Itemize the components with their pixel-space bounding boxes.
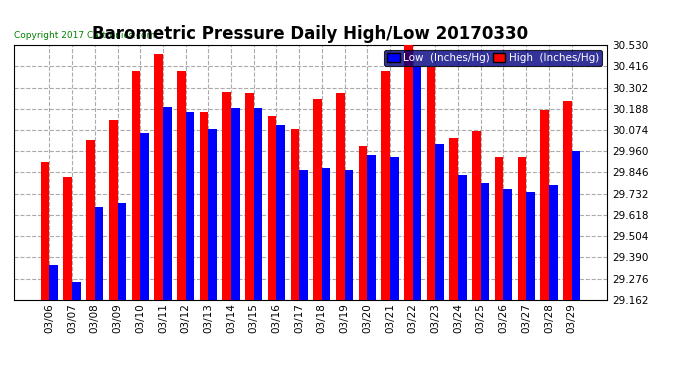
- Bar: [367, 155, 376, 300]
- Bar: [222, 92, 231, 300]
- Bar: [177, 71, 186, 300]
- Bar: [132, 71, 140, 300]
- Bar: [50, 265, 58, 300]
- Bar: [390, 157, 399, 300]
- Bar: [109, 120, 117, 300]
- Title: Barometric Pressure Daily High/Low 20170330: Barometric Pressure Daily High/Low 20170…: [92, 26, 529, 44]
- Bar: [526, 192, 535, 300]
- Bar: [563, 101, 571, 300]
- Bar: [155, 54, 163, 300]
- Bar: [495, 157, 504, 300]
- Bar: [481, 183, 489, 300]
- Bar: [458, 176, 466, 300]
- Bar: [86, 140, 95, 300]
- Bar: [277, 125, 285, 300]
- Bar: [549, 185, 558, 300]
- Bar: [413, 66, 422, 300]
- Bar: [344, 170, 353, 300]
- Bar: [322, 168, 331, 300]
- Text: Copyright 2017 Cartronics.com: Copyright 2017 Cartronics.com: [14, 31, 155, 40]
- Bar: [72, 282, 81, 300]
- Bar: [571, 151, 580, 300]
- Bar: [41, 162, 50, 300]
- Bar: [254, 108, 262, 300]
- Bar: [63, 177, 72, 300]
- Bar: [186, 112, 195, 300]
- Bar: [140, 133, 149, 300]
- Bar: [382, 71, 390, 300]
- Bar: [245, 93, 254, 300]
- Bar: [540, 110, 549, 300]
- Bar: [290, 129, 299, 300]
- Bar: [359, 146, 367, 300]
- Bar: [231, 108, 239, 300]
- Bar: [435, 144, 444, 300]
- Bar: [313, 99, 322, 300]
- Bar: [518, 157, 526, 300]
- Bar: [299, 170, 308, 300]
- Bar: [426, 68, 435, 300]
- Bar: [163, 106, 172, 300]
- Bar: [472, 131, 481, 300]
- Legend: Low  (Inches/Hg), High  (Inches/Hg): Low (Inches/Hg), High (Inches/Hg): [384, 50, 602, 66]
- Bar: [268, 116, 277, 300]
- Bar: [404, 43, 413, 300]
- Bar: [208, 129, 217, 300]
- Bar: [199, 112, 208, 300]
- Bar: [117, 204, 126, 300]
- Bar: [504, 189, 512, 300]
- Bar: [95, 207, 103, 300]
- Bar: [449, 138, 458, 300]
- Bar: [336, 93, 344, 300]
